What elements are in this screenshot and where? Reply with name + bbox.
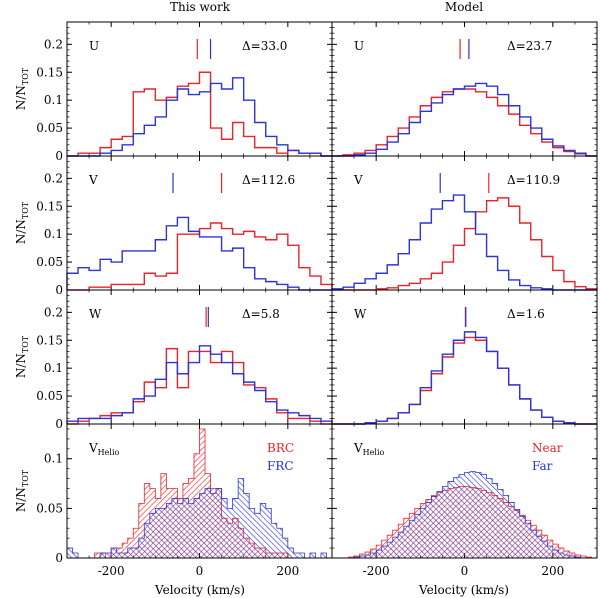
panel-0-component-label: U [89, 39, 99, 53]
panel-3-1: -200 0 200 VHelio Near Far [331, 423, 598, 578]
panel-0-ytick-label: 0.15 [36, 65, 63, 79]
panel-6-xtick-label: 200 [276, 564, 299, 578]
panel-0-0: 0 0.05 0.1 0.15 0.2 N/NTOT U Δ=33.0 [14, 21, 333, 163]
panel-0-ytick-label: 0 [55, 149, 63, 163]
panel-2-ylabel: N/NTOT [14, 201, 30, 244]
panel-6-ylabel: N/NTOT [14, 469, 30, 512]
panel-6-ylabel-sub: TOT [21, 469, 30, 487]
panel-2-ytick-label: 0.1 [44, 227, 63, 241]
panel-3-series-Far [331, 194, 597, 291]
panel-6-legend-1: FRC [267, 459, 294, 473]
panel-4-ylabel: N/NTOT [14, 335, 30, 378]
panel-1-delta-label: Δ=23.7 [507, 39, 552, 53]
panel-2-series-FRC [66, 216, 332, 291]
panel-2-ytick-label: 0.05 [36, 255, 63, 269]
panel-7-legend-1: Far [532, 459, 553, 473]
panel-2-component-label: V [88, 173, 98, 187]
panel-2-ytick-label: 0.15 [36, 199, 63, 213]
panel-7-xtick-label: -200 [363, 564, 390, 578]
panel-4-ytick-label: 0.15 [36, 333, 63, 347]
panel-6-xtick-label: 0 [196, 564, 204, 578]
panel-6-series-FRC [66, 478, 332, 559]
panel-6-ytick-label: 0.05 [36, 501, 63, 515]
x-axis-label-right: Velocity (km/s) [418, 583, 509, 597]
panel-0-series-BRC [67, 71, 332, 157]
panel-6-ylabel-main: N/N [14, 487, 28, 512]
panel-2-ylabel-sub: TOT [21, 201, 30, 219]
panel-4-series-FRC [66, 345, 333, 424]
panel-6-legend-0: BRC [267, 441, 294, 455]
panel-5-delta-label: Δ=1.6 [507, 307, 545, 321]
panel-2-0: 0 0.05 0.1 0.15 0.2 N/NTOT W Δ=5.8 [14, 289, 333, 431]
x-axis-label-left: Velocity (km/s) [154, 583, 245, 597]
panel-4-delta-label: Δ=5.8 [242, 307, 280, 321]
panel-0-frame [66, 21, 333, 157]
panel-4-ytick-label: 0.2 [44, 305, 63, 319]
panel-6-xtick-label: -200 [98, 564, 125, 578]
panel-2-ytick-label: 0 [55, 283, 63, 297]
panel-2-ytick-label: 0.2 [44, 171, 63, 185]
panel-7-legend-0: Near [532, 441, 563, 455]
panel-7-component-sub: Helio [363, 448, 385, 457]
panel-6-component-main: V [88, 441, 98, 455]
panel-4-ylabel-main: N/N [14, 353, 28, 378]
panel-2-ylabel-main: N/N [14, 219, 28, 244]
panel-3-0: 0 0.05 0.1 -200 0 200 N/NTOT VHelio BRC FRC [14, 423, 333, 578]
panel-5-component-label: W [354, 307, 367, 321]
panel-4-ytick-label: 0.05 [36, 389, 63, 403]
panel-7-component-main: V [353, 441, 363, 455]
panel-4-ylabel-sub: TOT [21, 335, 30, 353]
panel-5-frame [331, 289, 598, 425]
panel-4-component-label: W [89, 307, 102, 321]
panel-0-ylabel: N/NTOT [14, 67, 30, 110]
panel-0-ylabel-sub: TOT [21, 67, 30, 85]
panel-2-1: W Δ=1.6 [331, 289, 598, 425]
panel-5-series-Near [332, 336, 597, 425]
column-title-right: Model [445, 0, 483, 14]
panel-1-1: V Δ=110.9 [331, 155, 598, 291]
panel-3-delta-label: Δ=110.9 [507, 173, 560, 187]
panel-0-series-FRC [67, 77, 332, 157]
panel-1-0: 0 0.05 0.1 0.15 0.2 N/NTOT V Δ=112.6 [14, 155, 333, 297]
panel-6-component-sub: Helio [98, 448, 120, 457]
panel-2-series-BRC [67, 222, 333, 291]
panel-7-series-Far [332, 471, 597, 559]
panel-7-xtick-label: 200 [541, 564, 564, 578]
column-title-left: This work [170, 0, 231, 14]
panel-6-ytick-label: 0 [55, 551, 63, 565]
panel-0-delta-label: Δ=33.0 [242, 39, 287, 53]
panel-0-ytick-label: 0.2 [44, 37, 63, 51]
panel-0-ylabel-main: N/N [14, 85, 28, 110]
panel-7-xtick-label: 0 [461, 564, 469, 578]
panel-7-component-label: VHelio [353, 441, 385, 457]
panel-0-ytick-label: 0.05 [36, 121, 63, 135]
panel-1-series-Far [332, 82, 597, 157]
panel-4-ytick-label: 0 [55, 417, 63, 431]
panel-2-delta-label: Δ=112.6 [242, 173, 295, 187]
panel-0-ytick-label: 0.1 [44, 93, 63, 107]
panel-5-series-Far [332, 331, 597, 425]
panel-7-frame [331, 423, 598, 559]
panel-0-1: U Δ=23.7 [331, 21, 598, 157]
panel-3-component-label: V [353, 173, 363, 187]
panel-4-ytick-label: 0.1 [44, 361, 63, 375]
panel-6-ytick-label: 0.1 [44, 452, 63, 466]
panel-6-component-label: VHelio [88, 441, 120, 457]
panel-1-component-label: U [354, 39, 364, 53]
